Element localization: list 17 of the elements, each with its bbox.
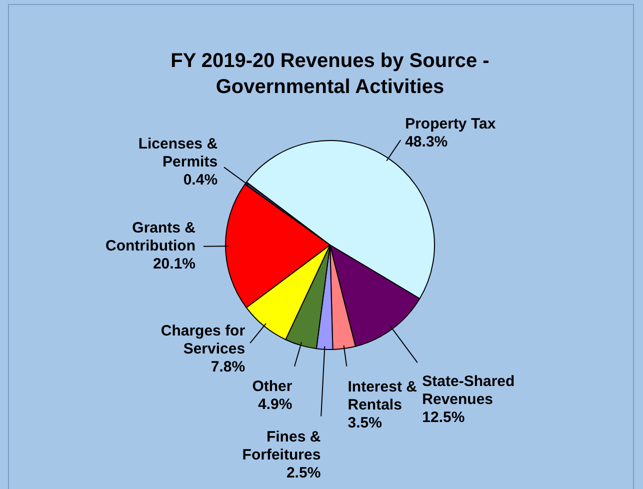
data-label: 7.8% — [210, 358, 246, 376]
chart-title: FY 2019-20 Revenues by Source - Governmental Activities — [170, 49, 490, 100]
data-label: 48.3% — [405, 134, 448, 151]
data-label: 12.5% — [422, 409, 465, 426]
data-label: 3.5% — [348, 414, 382, 432]
slice-label: Interest & Rentals — [348, 378, 418, 414]
slice-label: Charges for Services — [160, 322, 246, 358]
data-label: 20.1% — [152, 256, 196, 273]
data-label: 2.5% — [286, 464, 321, 482]
slice-label: State-Shared Revenues — [422, 373, 515, 408]
slice-label: Property Tax — [405, 116, 496, 133]
data-label: 4.9% — [258, 396, 292, 414]
slice-label: Licenses & Permits — [138, 136, 218, 171]
slice-label: Fines & Forfeitures — [242, 428, 321, 464]
slice-label: Other — [252, 378, 292, 396]
slice-label: Grants & Contribution — [106, 220, 196, 255]
data-label: 0.4% — [183, 172, 218, 189]
